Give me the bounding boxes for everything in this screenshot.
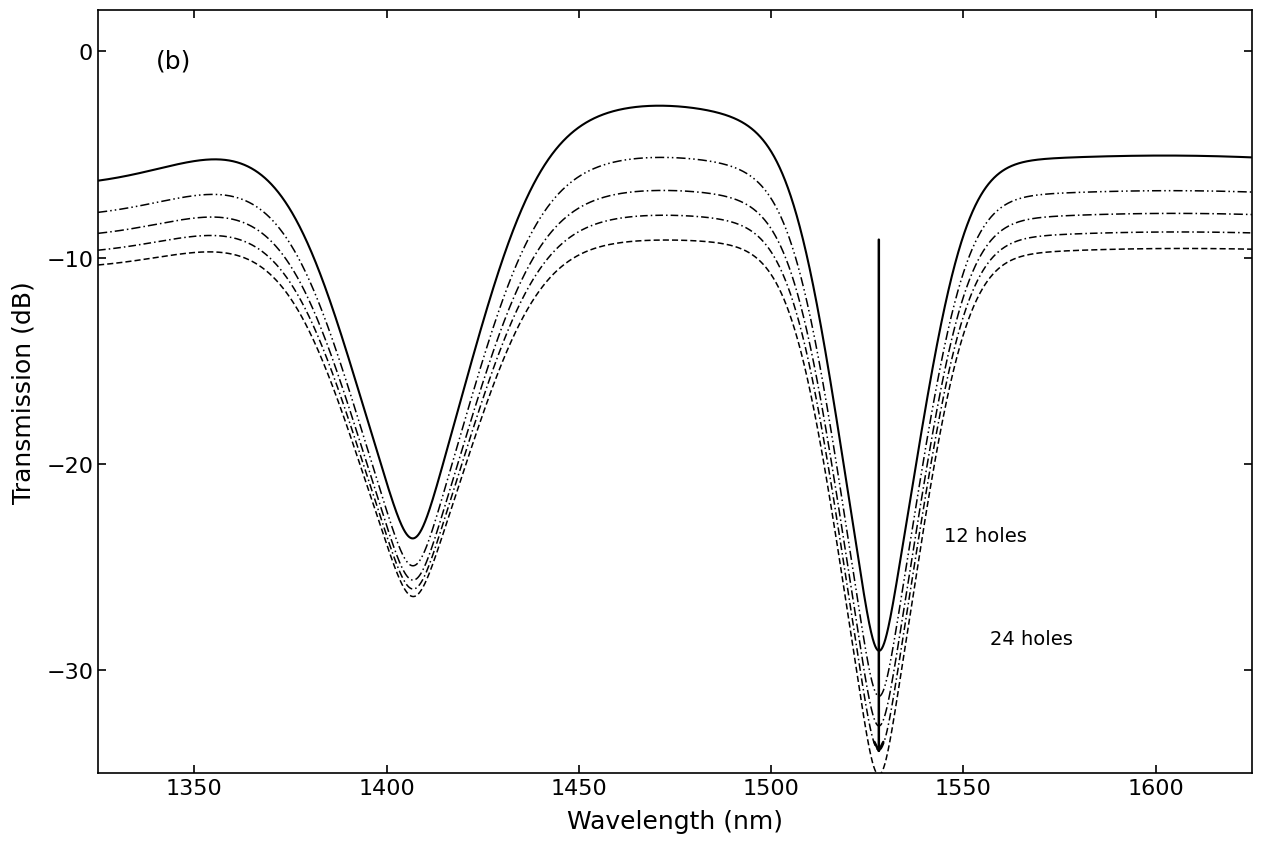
Text: (b): (b) — [155, 49, 191, 73]
Y-axis label: Transmission (dB): Transmission (dB) — [11, 281, 35, 503]
Text: 12 holes: 12 holes — [945, 527, 1027, 546]
X-axis label: Wavelength (nm): Wavelength (nm) — [567, 809, 783, 833]
Text: 24 holes: 24 holes — [990, 630, 1074, 649]
